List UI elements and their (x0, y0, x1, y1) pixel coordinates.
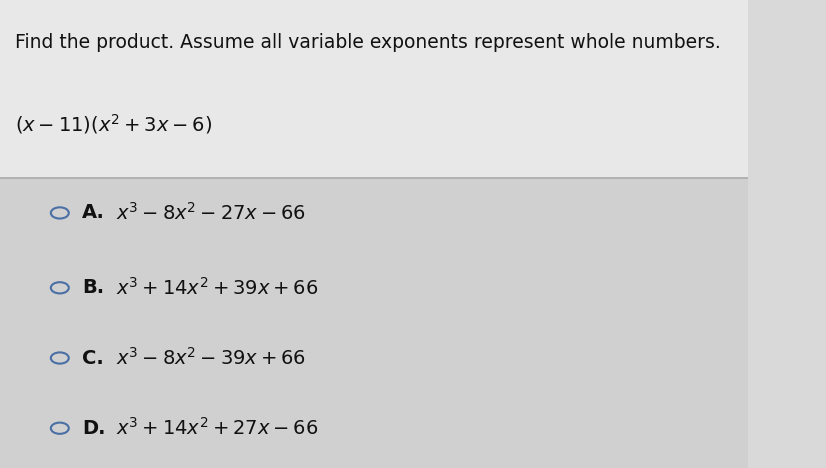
Text: $x^3-8x^2-27x-66$: $x^3-8x^2-27x-66$ (116, 202, 306, 224)
Text: A.: A. (83, 204, 105, 222)
Bar (0, 178, 748, 468)
Text: $x^3+14x^2+39x+66$: $x^3+14x^2+39x+66$ (116, 277, 318, 299)
Text: Find the product. Assume all variable exponents represent whole numbers.: Find the product. Assume all variable ex… (15, 33, 721, 52)
Text: C.: C. (83, 349, 104, 367)
Text: $x^3-8x^2-39x+66$: $x^3-8x^2-39x+66$ (116, 347, 306, 369)
Bar (0, 0, 748, 178)
Text: $(x-11)(x^2+3x-6)$: $(x-11)(x^2+3x-6)$ (15, 112, 212, 136)
Text: $x^3+14x^2+27x-66$: $x^3+14x^2+27x-66$ (116, 417, 318, 439)
Text: D.: D. (83, 419, 106, 438)
Text: B.: B. (83, 278, 104, 297)
